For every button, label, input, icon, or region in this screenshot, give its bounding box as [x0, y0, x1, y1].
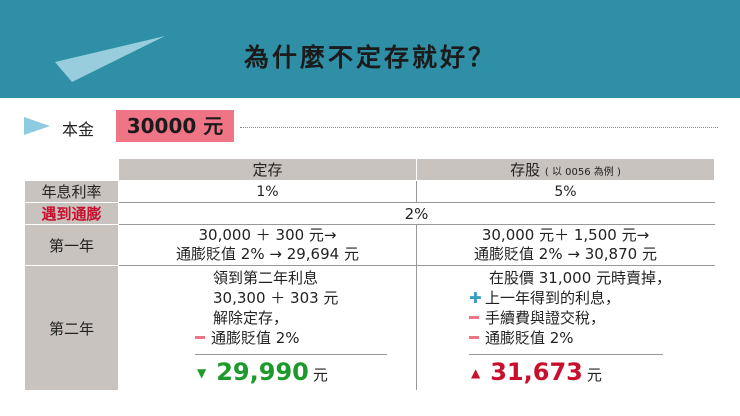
result-divider — [469, 354, 663, 355]
up-arrow-icon: ▲ — [471, 366, 481, 380]
rate-fixed: 1% — [118, 180, 417, 203]
row-label-year2: 第二年 — [24, 265, 119, 391]
year2-fixed-line1: 領到第二年利息 — [213, 269, 319, 287]
stock-result-value: 31,673 — [490, 358, 583, 386]
fixed-result-value: 29,990 — [216, 358, 309, 386]
decorative-arrow-icon — [55, 36, 165, 82]
header-banner: 為什麼不定存就好？ — [0, 0, 740, 98]
result-divider — [195, 354, 387, 355]
year2-fixed-line3: 解除定存， — [213, 309, 289, 327]
year1-stock: 30,000 元＋ 1,500 元→ 通膨貶值 2% → 30,870 元 — [416, 224, 715, 266]
year2-fixed-line4: 通膨貶值 2% — [211, 329, 300, 347]
minus-icon — [469, 336, 479, 339]
header-stock: 存股 ( 以 0056 為例 ) — [416, 158, 715, 181]
dotted-divider — [240, 127, 718, 128]
principal-value-badge: 30000 元 — [116, 110, 234, 142]
year1-fixed-line1: 30,000 ＋ 300 元→ — [198, 226, 337, 244]
inflation-value: 2% — [118, 202, 715, 225]
minus-icon — [195, 336, 205, 339]
header-stock-label: 存股 — [510, 161, 541, 179]
year2-stock: 在股價 31,000 元時賣掉， ✚ 上一年得到的利息， 手續費與證交稅， 通膨貶… — [416, 265, 715, 391]
year2-stock-line1: 在股價 31,000 元時賣掉， — [489, 269, 672, 287]
year2-fixed-line2: 30,300 ＋ 303 元 — [213, 289, 339, 307]
header-fixed-deposit: 定存 — [118, 158, 417, 181]
year2-stock-line2: 上一年得到的利息， — [485, 289, 621, 307]
rate-stock: 5% — [416, 180, 715, 203]
principal-label: 本金 — [62, 120, 95, 139]
row-label-inflation: 遇到通膨 — [24, 202, 119, 225]
plus-icon: ✚ — [469, 289, 482, 307]
year1-stock-line1: 30,000 元＋ 1,500 元→ — [481, 226, 650, 244]
principal-row: 本金 30000 元 — [0, 108, 740, 144]
minus-icon — [469, 316, 479, 319]
down-arrow-icon: ▼ — [197, 366, 207, 380]
year2-fixed: 領到第二年利息 30,300 ＋ 303 元 解除定存， 通膨貶值 2% ▼ 29… — [118, 265, 417, 391]
year1-fixed: 30,000 ＋ 300 元→ 通膨貶值 2% → 29,694 元 — [118, 224, 417, 266]
comparison-table: 定存 存股 ( 以 0056 為例 ) 年息利率 1% 5% 遇到通膨 2% 第… — [24, 158, 715, 391]
row-label-year1: 第一年 — [24, 224, 119, 266]
year2-stock-result: ▲ 31,673 元 — [471, 358, 602, 386]
year2-stock-line3: 手續費與證交稅， — [485, 309, 606, 327]
corner-cell — [24, 158, 119, 181]
page-title: 為什麼不定存就好？ — [243, 43, 496, 72]
triangle-pointer-icon — [24, 117, 50, 135]
year1-fixed-line2: 通膨貶值 2% → 29,694 元 — [176, 245, 359, 263]
row-label-rate: 年息利率 — [24, 180, 119, 203]
header-stock-sub: ( 以 0056 為例 ) — [544, 167, 621, 178]
fixed-result-unit: 元 — [312, 366, 328, 384]
year1-stock-line2: 通膨貶值 2% → 30,870 元 — [474, 245, 657, 263]
year2-fixed-result: ▼ 29,990 元 — [197, 358, 328, 386]
year2-stock-line4: 通膨貶值 2% — [485, 329, 574, 347]
stock-result-unit: 元 — [586, 366, 602, 384]
